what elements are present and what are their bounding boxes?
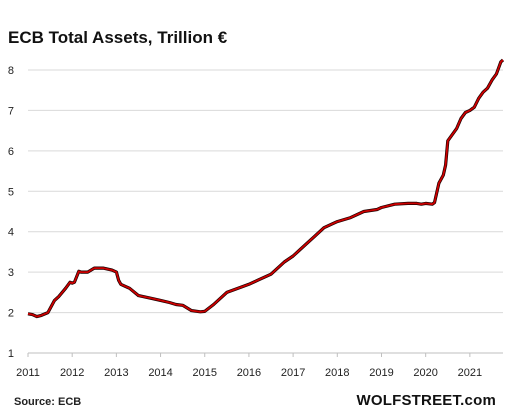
y-tick-label: 1 bbox=[8, 348, 14, 360]
y-tick-label: 2 bbox=[8, 308, 14, 320]
x-tick-label: 2018 bbox=[325, 367, 349, 379]
y-tick-label: 3 bbox=[8, 267, 14, 279]
x-tick-label: 2011 bbox=[16, 367, 40, 379]
x-tick-label: 2015 bbox=[193, 367, 217, 379]
x-tick-label: 2014 bbox=[148, 367, 172, 379]
chart-title: ECB Total Assets, Trillion € bbox=[8, 28, 228, 47]
brand-label: WOLFSTREET.com bbox=[356, 392, 496, 409]
x-tick-label: 2013 bbox=[104, 367, 128, 379]
axis-layer: 1 2 3 4 5 6 7 8 2011 2012 2013 2014 2015 2016 2017 2018… bbox=[8, 65, 503, 379]
x-tick-label: 2019 bbox=[369, 367, 393, 379]
x-tick-label: 2021 bbox=[458, 367, 482, 379]
y-tick-label: 7 bbox=[8, 105, 14, 117]
x-tick-label: 2012 bbox=[60, 367, 84, 379]
y-tick-label: 5 bbox=[8, 186, 14, 198]
y-tick-label: 6 bbox=[8, 146, 14, 158]
series-line bbox=[27, 59, 504, 318]
x-tick-label: 2020 bbox=[413, 367, 437, 379]
x-tick-label: 2017 bbox=[281, 367, 305, 379]
x-tick-label: 2016 bbox=[237, 367, 261, 379]
series-line-outline bbox=[27, 58, 505, 319]
grid-layer bbox=[28, 69, 503, 354]
line-layer bbox=[27, 58, 505, 319]
y-tick-label: 4 bbox=[8, 227, 14, 239]
y-tick-label: 8 bbox=[8, 65, 14, 77]
source-label: Source: ECB bbox=[14, 396, 82, 408]
